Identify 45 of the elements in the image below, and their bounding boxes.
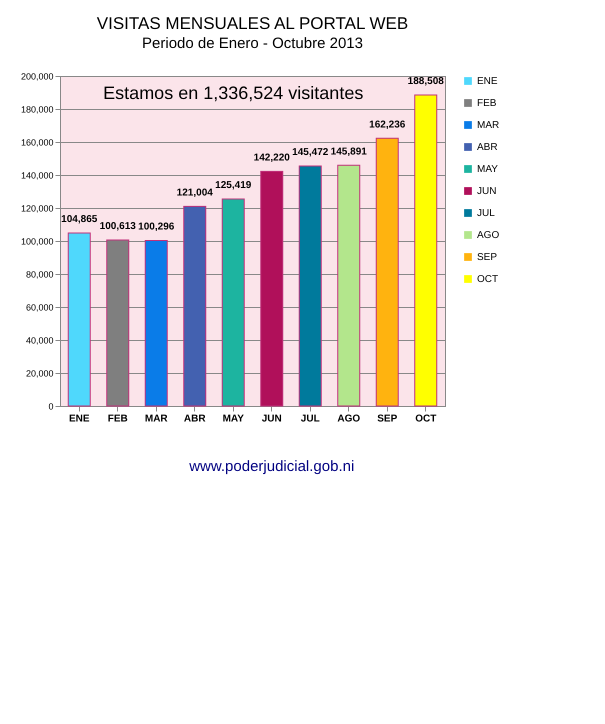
text: www.poderjudicial.gob.ni bbox=[188, 458, 354, 475]
legend-label: OCT bbox=[477, 274, 498, 285]
y-tick-label: 200,000 bbox=[20, 72, 54, 82]
x-tick-label: MAY bbox=[222, 414, 244, 424]
y-tick-label: 0 bbox=[48, 402, 54, 412]
data-label: 125,419 bbox=[215, 180, 252, 192]
x-tick-label: ENE bbox=[68, 414, 90, 424]
y-tick-label: 20,000 bbox=[26, 368, 54, 378]
chart-subtitle: Periodo de Enero - Octubre 2013 bbox=[142, 35, 363, 52]
x-tick-label: SEP bbox=[377, 414, 398, 424]
y-tick-label: 60,000 bbox=[26, 302, 54, 312]
x-tick-label: AGO bbox=[337, 414, 360, 424]
data-label: 188,508 bbox=[408, 76, 444, 87]
legend-label: JUN bbox=[477, 186, 496, 197]
x-tick-label: JUL bbox=[300, 414, 320, 424]
y-tick-label: 160,000 bbox=[20, 138, 54, 148]
legend-label: ABR bbox=[477, 142, 498, 153]
chart-title: VISITAS MENSUALES AL PORTAL WEB bbox=[96, 14, 408, 33]
data-label: 142,220 bbox=[254, 152, 290, 164]
data-label: 100,613 bbox=[100, 220, 136, 232]
legend-label: SEP bbox=[477, 252, 498, 263]
legend-label: MAR bbox=[477, 120, 500, 131]
x-tick-label: MAR bbox=[144, 414, 168, 424]
x-tick-label: JUN bbox=[262, 414, 282, 424]
y-tick-label: 180,000 bbox=[20, 104, 54, 114]
x-tick-label: OCT bbox=[415, 414, 436, 424]
y-tick-label: 80,000 bbox=[26, 270, 54, 280]
x-tick-label: FEB bbox=[108, 414, 128, 424]
data-label: 104,865 bbox=[61, 214, 98, 225]
data-label: 162,236 bbox=[369, 119, 406, 130]
data-label: 145,472 bbox=[292, 146, 329, 158]
data-label: 100,296 bbox=[138, 222, 175, 233]
y-tick-label: 40,000 bbox=[26, 336, 54, 346]
legend-label: JUL bbox=[477, 208, 496, 219]
y-tick-label: 140,000 bbox=[20, 170, 54, 180]
legend-label: FEB bbox=[477, 98, 497, 109]
legend-label: MAY bbox=[477, 164, 498, 175]
data-label: 145,891 bbox=[330, 146, 368, 158]
y-tick-label: 100,000 bbox=[20, 236, 54, 246]
x-tick-label: ABR bbox=[184, 414, 206, 424]
annotation: Estamos en 1,336,524 visitantes bbox=[103, 83, 364, 103]
legend-label: AGO bbox=[477, 230, 500, 241]
data-label: 121,004 bbox=[176, 187, 214, 198]
y-tick-label: 120,000 bbox=[20, 204, 54, 214]
legend-label: ENE bbox=[477, 76, 498, 87]
